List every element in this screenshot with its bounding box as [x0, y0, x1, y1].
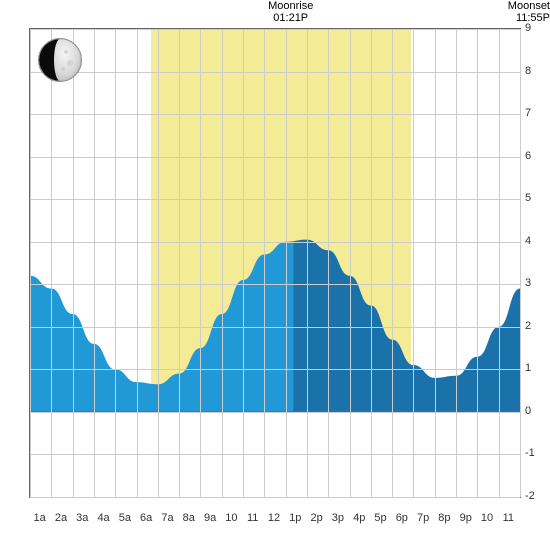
grid-line-vertical — [200, 29, 201, 497]
grid-line-horizontal — [30, 412, 520, 413]
x-tick-label: 6a — [140, 512, 152, 524]
grid-line-vertical — [307, 29, 308, 497]
chart-header: Moonrise 01:21P Moonset 11:55P — [0, 0, 550, 28]
y-tick-label: 3 — [525, 277, 531, 289]
x-tick-label: 11 — [247, 512, 258, 524]
grid-line-horizontal — [30, 114, 520, 115]
x-tick-label: 8p — [438, 512, 450, 524]
grid-line-vertical — [30, 29, 31, 497]
grid-line-vertical — [94, 29, 95, 497]
grid-line-vertical — [243, 29, 244, 497]
x-tick-label: 4p — [353, 512, 365, 524]
y-tick-label: 6 — [525, 150, 531, 162]
y-tick-label: 0 — [525, 405, 531, 417]
grid-line-horizontal — [30, 454, 520, 455]
y-tick-label: 1 — [525, 362, 531, 374]
x-tick-label: 9p — [460, 512, 472, 524]
grid-line-vertical — [350, 29, 351, 497]
x-tick-label: 7a — [161, 512, 173, 524]
grid-line-vertical — [264, 29, 265, 497]
grid-line-vertical — [137, 29, 138, 497]
y-tick-label: 7 — [525, 107, 531, 119]
y-tick-label: 8 — [525, 65, 531, 77]
grid-line-vertical — [499, 29, 500, 497]
x-tick-label: 2a — [55, 512, 67, 524]
x-tick-label: 4a — [97, 512, 109, 524]
y-tick-label: 9 — [525, 22, 531, 34]
grid-line-vertical — [520, 29, 521, 497]
grid-line-vertical — [158, 29, 159, 497]
grid-line-vertical — [435, 29, 436, 497]
moon-phase-icon — [38, 38, 82, 82]
grid-line-horizontal — [30, 29, 520, 30]
grid-line-vertical — [179, 29, 180, 497]
y-tick-label: 5 — [525, 192, 531, 204]
moonset-time: 11:55P — [516, 12, 550, 24]
x-tick-label: 1p — [289, 512, 301, 524]
x-tick-label: 10 — [481, 512, 493, 524]
x-tick-label: 7p — [417, 512, 429, 524]
grid-line-vertical — [73, 29, 74, 497]
tide-area-chart — [30, 29, 520, 497]
grid-line-vertical — [392, 29, 393, 497]
y-tick-label: 4 — [525, 235, 531, 247]
grid-line-horizontal — [30, 242, 520, 243]
grid-line-horizontal — [30, 327, 520, 328]
grid-line-horizontal — [30, 369, 520, 370]
grid-line-horizontal — [30, 157, 520, 158]
grid-line-vertical — [115, 29, 116, 497]
x-tick-label: 2p — [310, 512, 322, 524]
grid-line-vertical — [286, 29, 287, 497]
grid-line-vertical — [51, 29, 52, 497]
plot-area — [29, 28, 521, 498]
grid-line-horizontal — [30, 72, 520, 73]
grid-line-vertical — [371, 29, 372, 497]
x-tick-label: 11 — [503, 512, 514, 524]
moonrise-title: Moonrise — [268, 0, 313, 12]
x-tick-label: 3a — [76, 512, 88, 524]
y-tick-label: 2 — [525, 320, 531, 332]
x-tick-label: 5p — [374, 512, 386, 524]
grid-line-vertical — [456, 29, 457, 497]
x-tick-label: 6p — [396, 512, 408, 524]
tide-chart-container: Moonrise 01:21P Moonset 11:55P — [0, 0, 550, 550]
grid-line-vertical — [477, 29, 478, 497]
x-tick-label: 8a — [183, 512, 195, 524]
x-tick-label: 1a — [34, 512, 46, 524]
y-tick-label: -1 — [525, 447, 535, 459]
grid-line-vertical — [222, 29, 223, 497]
x-tick-label: 9a — [204, 512, 216, 524]
x-tick-label: 10 — [225, 512, 237, 524]
moonset-title: Moonset — [508, 0, 550, 12]
grid-line-horizontal — [30, 497, 520, 498]
moonrise-time: 01:21P — [273, 12, 308, 24]
grid-line-vertical — [413, 29, 414, 497]
grid-line-vertical — [328, 29, 329, 497]
x-tick-label: 5a — [119, 512, 131, 524]
y-tick-label: -2 — [525, 490, 535, 502]
moonrise-label: Moonrise 01:21P — [268, 0, 313, 24]
grid-line-horizontal — [30, 199, 520, 200]
moonset-label: Moonset 11:55P — [508, 0, 550, 24]
x-tick-label: 12 — [268, 512, 280, 524]
x-tick-label: 3p — [332, 512, 344, 524]
grid-line-horizontal — [30, 284, 520, 285]
